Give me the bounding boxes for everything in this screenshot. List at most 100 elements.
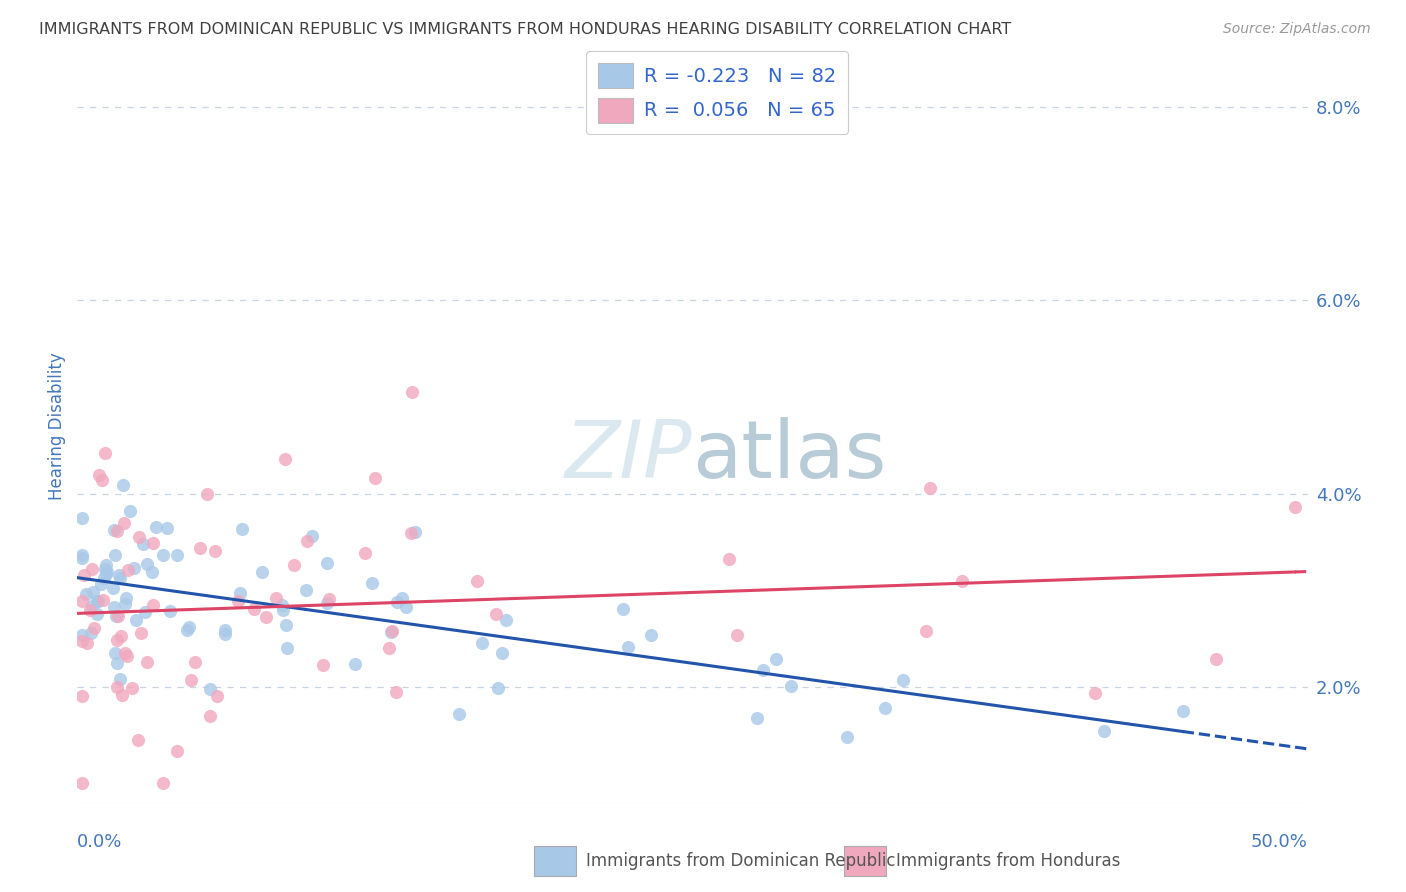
- Point: [70, 633, 93, 648]
- Point: [112, 516, 135, 530]
- Point: [117, 563, 139, 577]
- Point: [228, 586, 250, 600]
- Point: [250, 565, 273, 579]
- Point: [381, 624, 404, 638]
- Point: [1171, 705, 1194, 719]
- Point: [1284, 500, 1306, 514]
- Point: [70, 548, 93, 562]
- Point: [105, 609, 128, 624]
- Point: [779, 679, 801, 693]
- Point: [198, 682, 221, 697]
- Point: [94, 558, 117, 573]
- Point: [745, 711, 768, 725]
- Point: [384, 685, 406, 699]
- Text: ZIP: ZIP: [565, 417, 693, 495]
- Point: [94, 446, 117, 460]
- Point: [1084, 686, 1107, 700]
- Point: [145, 520, 167, 534]
- Point: [89, 577, 111, 591]
- Point: [93, 571, 115, 585]
- Point: [142, 599, 165, 613]
- Point: [75, 586, 97, 600]
- Point: [76, 636, 98, 650]
- Point: [188, 541, 211, 555]
- Point: [385, 594, 408, 608]
- Point: [111, 477, 134, 491]
- Point: [166, 744, 188, 758]
- Point: [276, 640, 298, 655]
- Point: [110, 629, 132, 643]
- Point: [90, 473, 112, 487]
- Point: [70, 511, 93, 525]
- Point: [835, 731, 858, 745]
- Point: [115, 591, 138, 605]
- Point: [108, 568, 131, 582]
- Point: [447, 707, 470, 722]
- Point: [118, 504, 141, 518]
- Point: [105, 656, 128, 670]
- Point: [114, 646, 136, 660]
- Point: [82, 562, 104, 576]
- Text: Source: ZipAtlas.com: Source: ZipAtlas.com: [1223, 22, 1371, 37]
- Point: [214, 624, 236, 638]
- Point: [725, 628, 748, 642]
- Point: [318, 591, 340, 606]
- Point: [640, 627, 662, 641]
- Point: [765, 651, 787, 665]
- Point: [231, 522, 253, 536]
- Point: [380, 625, 402, 640]
- Point: [94, 562, 117, 576]
- Point: [915, 624, 938, 639]
- Y-axis label: Hearing Disability: Hearing Disability: [48, 352, 66, 500]
- Point: [141, 536, 163, 550]
- Point: [108, 570, 131, 584]
- Point: [301, 529, 323, 543]
- Point: [378, 641, 401, 656]
- Point: [471, 636, 494, 650]
- Point: [204, 544, 226, 558]
- Text: 50.0%: 50.0%: [1251, 833, 1308, 851]
- Point: [395, 600, 418, 615]
- Point: [82, 599, 104, 613]
- Point: [103, 600, 125, 615]
- Point: [166, 548, 188, 562]
- Point: [271, 603, 294, 617]
- Point: [128, 530, 150, 544]
- Point: [114, 597, 136, 611]
- Point: [136, 557, 159, 571]
- Point: [122, 561, 145, 575]
- Point: [180, 673, 202, 688]
- Point: [274, 451, 297, 466]
- Point: [360, 575, 382, 590]
- Point: [86, 607, 108, 621]
- Point: [70, 776, 93, 790]
- Point: [264, 591, 287, 606]
- Point: [404, 525, 426, 540]
- Point: [1092, 723, 1115, 738]
- Point: [121, 681, 143, 696]
- Point: [254, 609, 277, 624]
- Point: [80, 626, 103, 640]
- Point: [891, 673, 914, 687]
- Point: [108, 673, 131, 687]
- Point: [70, 628, 93, 642]
- Point: [283, 558, 305, 573]
- Legend: R = -0.223   N = 82, R =  0.056   N = 65: R = -0.223 N = 82, R = 0.056 N = 65: [586, 51, 848, 135]
- Point: [920, 481, 942, 495]
- Point: [391, 591, 413, 606]
- Point: [274, 618, 297, 632]
- Point: [93, 592, 115, 607]
- Point: [401, 385, 423, 400]
- Text: 0.0%: 0.0%: [77, 833, 122, 851]
- Point: [353, 546, 375, 560]
- Point: [485, 607, 508, 622]
- Point: [752, 663, 775, 677]
- Point: [364, 471, 387, 485]
- Point: [107, 524, 129, 538]
- Point: [103, 524, 125, 538]
- Point: [152, 776, 174, 790]
- Point: [617, 640, 640, 654]
- Point: [399, 526, 422, 541]
- Point: [156, 521, 179, 535]
- Point: [465, 574, 488, 589]
